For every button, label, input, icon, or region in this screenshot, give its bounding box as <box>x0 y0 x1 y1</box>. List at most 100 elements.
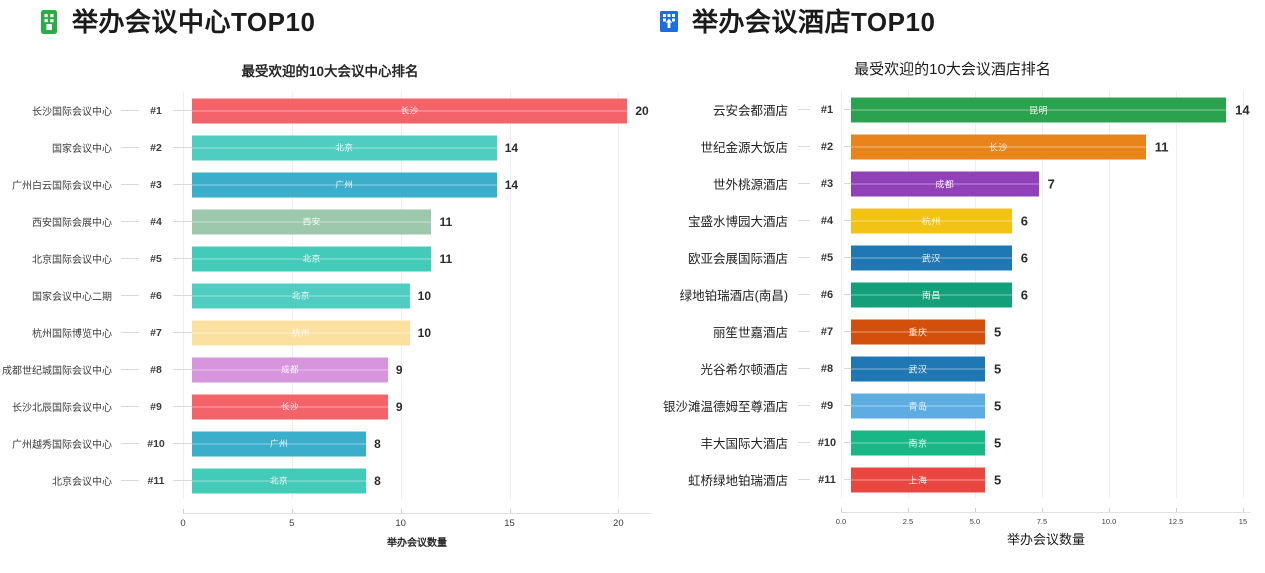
chart-row[interactable]: 云安会都酒店 #1 昆明 14 <box>640 91 1265 128</box>
bar[interactable]: 北京 <box>192 468 367 493</box>
leader-line <box>173 221 192 222</box>
left-chart: 长沙国际会议中心 #1 长沙 20 国家会议中心 #2 北京 14 广州白云国际会议中心 #3 广州… <box>0 92 660 549</box>
x-axis-title: 举办会议数量 <box>1006 532 1085 547</box>
x-axis-line: 0.0 2.5 5.0 7.5 10.0 12.5 15 <box>836 508 1251 526</box>
bar[interactable]: 广州 <box>192 431 367 456</box>
bar[interactable]: 杭州 <box>851 208 1012 233</box>
leader-line <box>798 220 810 221</box>
bar-value-label: 11 <box>439 251 453 266</box>
category-label: 绿地铂瑞酒店(南昌) <box>679 289 788 303</box>
bar-track: 重庆 5 <box>851 313 1265 350</box>
bar-track: 长沙 9 <box>192 388 660 425</box>
bar[interactable]: 北京 <box>192 246 432 271</box>
bar-track: 杭州 10 <box>192 314 660 351</box>
left-header-title: 举办会议中心TOP10 <box>72 7 316 37</box>
leader-line <box>844 294 851 295</box>
bar-value-label: 10 <box>417 325 432 340</box>
bar[interactable]: 西安 <box>192 209 432 234</box>
category-label: 长沙国际会议中心 <box>32 107 112 118</box>
bar-value-label: 6 <box>1020 213 1029 228</box>
chart-row[interactable]: 长沙国际会议中心 #1 长沙 20 <box>0 92 660 129</box>
chart-row[interactable]: 广州白云国际会议中心 #3 广州 14 <box>0 166 660 203</box>
leader-line <box>121 221 139 222</box>
bar-value-label: 5 <box>993 324 1002 339</box>
chart-row[interactable]: 世纪金源大饭店 #2 长沙 11 <box>640 128 1265 165</box>
x-axis-tick-label: 5.0 <box>969 517 981 526</box>
bar-city-label: 昆明 <box>1029 105 1049 115</box>
bar-city-label: 成都 <box>280 364 299 375</box>
leader-line <box>173 147 192 148</box>
leader-line <box>173 406 192 407</box>
chart-row[interactable]: 丽笙世嘉酒店 #7 重庆 5 <box>640 313 1265 350</box>
bar-city-label: 广州 <box>335 179 354 190</box>
x-axis-tick <box>291 509 293 513</box>
x-axis-line: 0 5 10 15 20 <box>180 509 651 529</box>
bar-value-label: 20 <box>635 103 649 118</box>
bar-midline <box>851 257 1012 259</box>
chart-row[interactable]: 杭州国际博览中心 #7 杭州 10 <box>0 314 660 351</box>
chart-row[interactable]: 长沙北辰国际会议中心 #9 长沙 9 <box>0 388 660 425</box>
leader-line <box>121 147 139 148</box>
bar[interactable]: 长沙 <box>192 394 388 419</box>
bar[interactable]: 昆明 <box>851 97 1227 122</box>
chart-row[interactable]: 国家会议中心二期 #6 北京 10 <box>0 277 660 314</box>
rank-label: #4 <box>820 214 834 227</box>
chart-row[interactable]: 欧亚会展国际酒店 #5 武汉 6 <box>640 239 1265 276</box>
chart-row[interactable]: 光谷希尔顿酒店 #8 武汉 5 <box>640 350 1265 387</box>
bar-track: 杭州 6 <box>851 202 1265 239</box>
category-label: 丽笙世嘉酒店 <box>712 326 788 340</box>
bar[interactable]: 成都 <box>192 357 388 382</box>
chart-row[interactable]: 虹桥绿地铂瑞酒店 #11 上海 5 <box>640 461 1265 498</box>
leader-line <box>121 258 139 259</box>
bar[interactable]: 北京 <box>192 283 410 308</box>
chart-row[interactable]: 宝盛水博园大酒店 #4 杭州 6 <box>640 202 1265 239</box>
chart-row[interactable]: 北京国际会议中心 #5 北京 11 <box>0 240 660 277</box>
bar[interactable]: 上海 <box>851 467 985 492</box>
category-label: 虹桥绿地铂瑞酒店 <box>687 474 788 488</box>
bar[interactable]: 重庆 <box>851 319 985 344</box>
chart-row[interactable]: 世外桃源酒店 #3 成都 7 <box>640 165 1265 202</box>
chart-row[interactable]: 成都世纪城国际会议中心 #8 成都 9 <box>0 351 660 388</box>
bar-track: 武汉 6 <box>851 239 1265 276</box>
chart-row[interactable]: 绿地铂瑞酒店(南昌) #6 南昌 6 <box>640 276 1265 313</box>
bar[interactable]: 长沙 <box>192 98 628 123</box>
bar[interactable]: 成都 <box>851 171 1039 196</box>
bar[interactable]: 杭州 <box>192 320 410 345</box>
bar-midline <box>192 110 628 112</box>
bar-midline <box>851 294 1012 296</box>
x-axis-tick <box>907 508 909 512</box>
leader-line <box>121 443 139 444</box>
bar-midline <box>192 480 367 482</box>
chart-row[interactable]: 广州越秀国际会议中心 #10 广州 8 <box>0 425 660 462</box>
bar[interactable]: 广州 <box>192 172 497 197</box>
rank-label: #11 <box>818 473 836 486</box>
leader-line <box>173 110 192 111</box>
bar[interactable]: 南京 <box>851 430 985 455</box>
chart-row[interactable]: 银沙滩温德姆至尊酒店 #9 青岛 5 <box>640 387 1265 424</box>
x-axis-tick <box>841 508 842 512</box>
bar-city-label: 北京 <box>291 290 310 301</box>
bar[interactable]: 南昌 <box>851 282 1012 307</box>
chart-row[interactable]: 丰大国际大酒店 #10 南京 5 <box>640 424 1265 461</box>
bar[interactable]: 武汉 <box>851 245 1012 270</box>
bar-city-label: 杭州 <box>921 216 941 226</box>
x-axis-tick-label: 7.5 <box>1036 517 1048 526</box>
bar-value-label: 8 <box>374 436 381 451</box>
bar[interactable]: 北京 <box>192 135 497 160</box>
chart-row[interactable]: 北京会议中心 #11 北京 8 <box>0 462 660 499</box>
rank-label: #1 <box>820 103 834 116</box>
leader-line <box>121 406 139 407</box>
bar-midline <box>192 332 410 334</box>
leader-line <box>173 184 192 185</box>
bar[interactable]: 青岛 <box>851 393 985 418</box>
x-axis-tick <box>400 509 402 513</box>
bar-track: 昆明 14 <box>851 91 1265 128</box>
chart-row[interactable]: 国家会议中心 #2 北京 14 <box>0 129 660 166</box>
bar-track: 北京 14 <box>192 129 660 166</box>
bar-city-label: 西安 <box>302 216 321 227</box>
chart-row[interactable]: 西安国际会展中心 #4 西安 11 <box>0 203 660 240</box>
bar[interactable]: 长沙 <box>851 134 1146 159</box>
bar-track: 南昌 6 <box>851 276 1265 313</box>
bar[interactable]: 武汉 <box>851 356 985 381</box>
leader-line <box>798 109 810 110</box>
